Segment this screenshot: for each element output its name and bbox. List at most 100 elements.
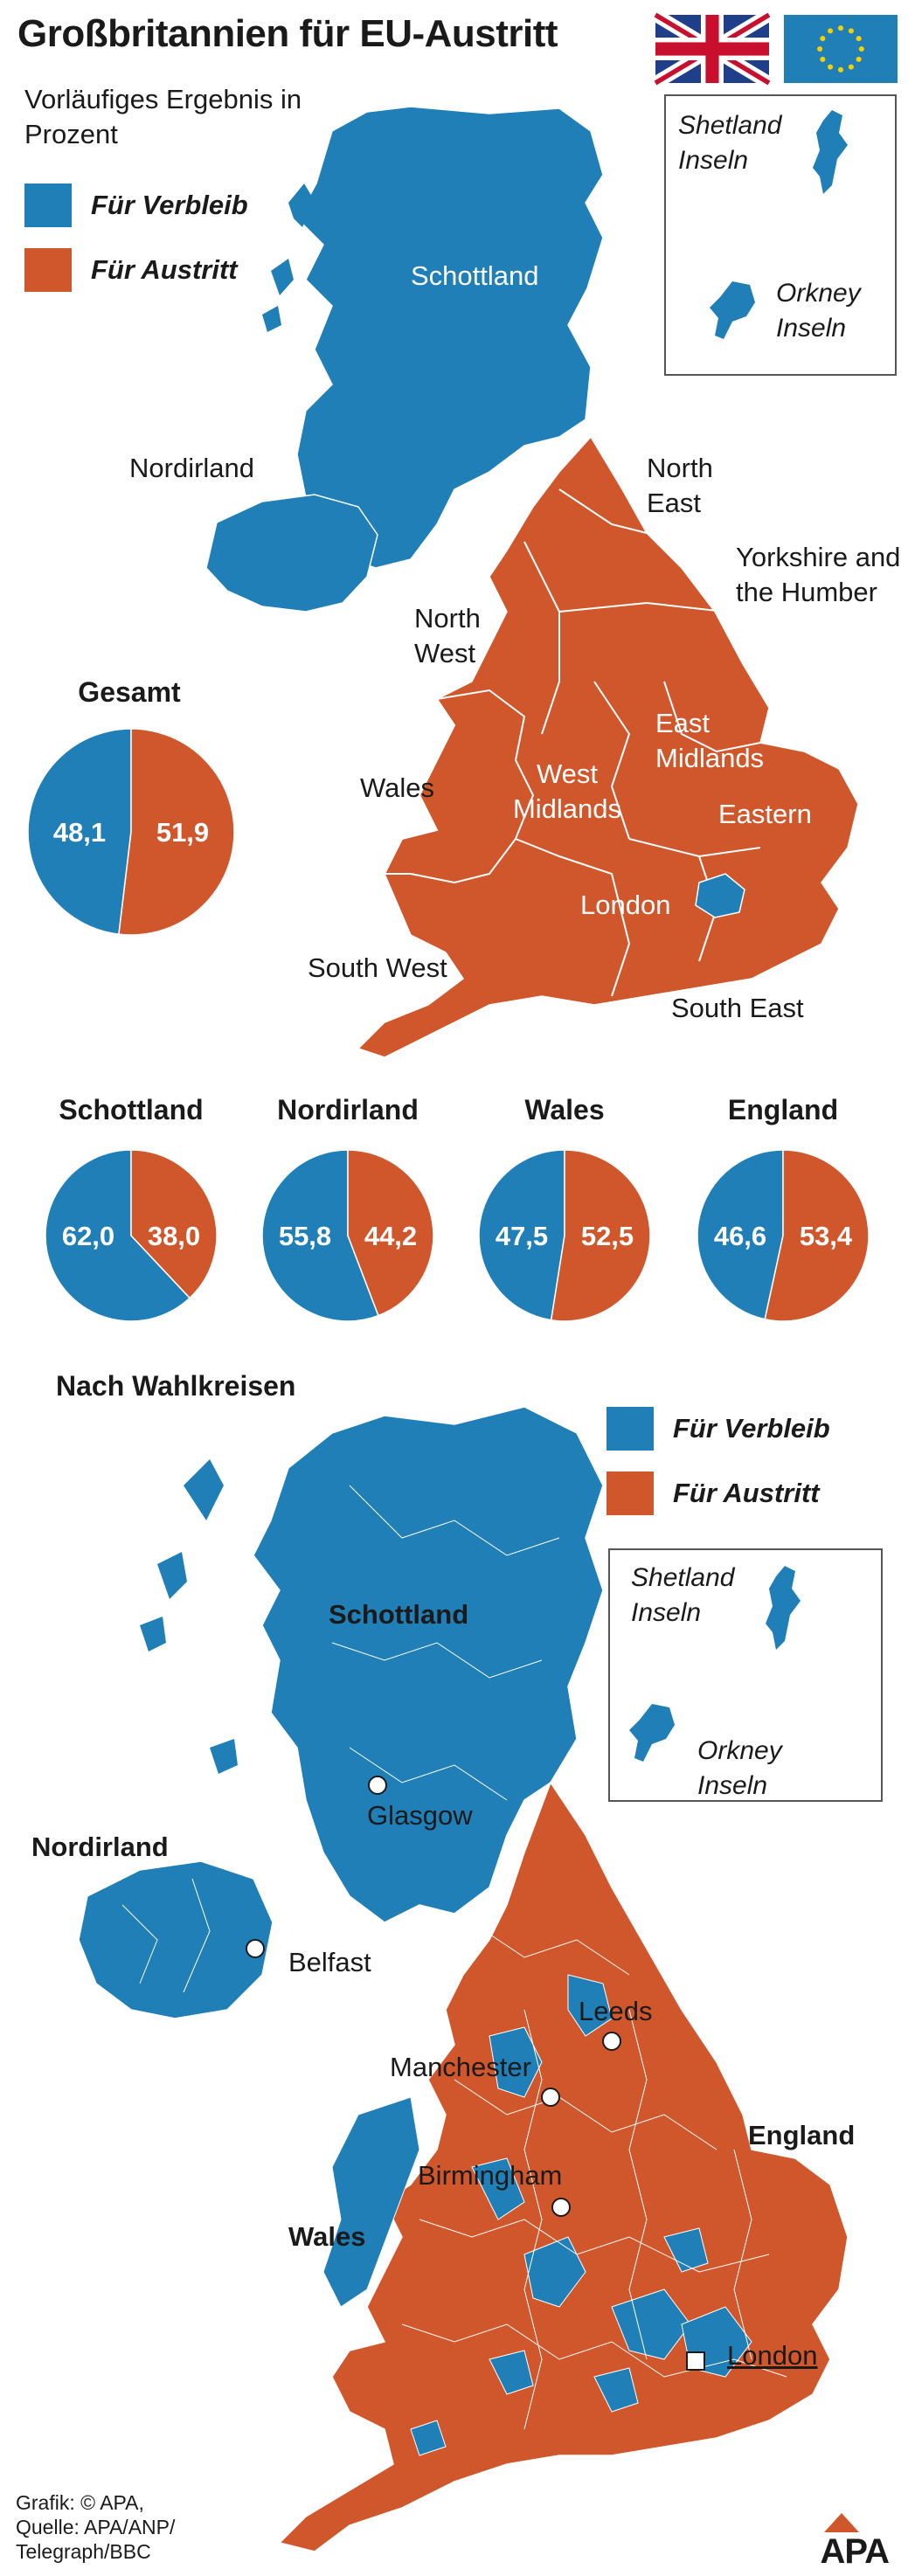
- bottom-inset-orkney-label: Orkney Inseln: [697, 1736, 782, 1800]
- source-credits: Grafik: © APA, Quelle: APA/ANP/ Telegrap…: [16, 2490, 175, 2564]
- pie-wales-leave-slice: [550, 1149, 651, 1322]
- pie-wales-title: Wales: [524, 1094, 605, 1125]
- legend-remain: Für Verbleib: [24, 184, 248, 227]
- label-scotland: Schottland: [411, 260, 539, 291]
- wales-region: [383, 689, 535, 884]
- glasgow-marker: [368, 1776, 387, 1795]
- pie-total-leave-slice: [118, 728, 235, 936]
- bottom-shetland-shape: [766, 1566, 801, 1650]
- label-south-west: South West: [308, 952, 447, 983]
- legend-leave-label: Für Austritt: [91, 254, 238, 285]
- remain-constituencies: [322, 1974, 752, 2456]
- eu-star-icon: [828, 64, 834, 70]
- pie-scotland-remain-slice: [45, 1149, 191, 1322]
- city-label-london: London: [727, 2340, 818, 2371]
- pie-northern-ireland-leave-label: 44,2: [364, 1221, 417, 1251]
- label-yorkshire: Yorkshire and the Humber: [736, 542, 901, 607]
- uk-flag-icon: [652, 9, 773, 89]
- pie-total: 48,1 51,9: [27, 728, 235, 936]
- pie-england-remain-label: 46,6: [714, 1221, 766, 1251]
- pie-northern-ireland-remain-slice: [261, 1149, 379, 1322]
- birmingham-marker: [551, 2198, 571, 2217]
- label-eastern: Eastern: [718, 799, 812, 829]
- orkney-islands-shape: [710, 281, 755, 339]
- label-wales: Wales: [360, 772, 434, 803]
- top-map: [205, 106, 859, 1058]
- city-label-manchester: Manchester: [390, 2052, 531, 2082]
- bottom-orkney-shape: [629, 1704, 675, 1762]
- subtitle: Vorläufiges Ergebnis in Prozent: [24, 84, 302, 149]
- label-north-east: North East: [647, 453, 713, 518]
- manchester-marker: [541, 2088, 560, 2107]
- pie-total-leave-label: 51,9: [156, 817, 209, 848]
- pie-total-title: Gesamt: [78, 676, 181, 708]
- label-north-west: North West: [414, 603, 481, 668]
- pie-northern-ireland-remain-label: 55,8: [279, 1221, 331, 1251]
- apa-logo: APA: [820, 2513, 890, 2572]
- bottom-scotland: [253, 1406, 604, 1923]
- bottom-label-northern-ireland: Nordirland: [31, 1832, 169, 1862]
- legend-leave-swatch: [24, 248, 72, 292]
- london-marker: [686, 2351, 705, 2371]
- constituency-borders: [121, 1485, 787, 2430]
- eu-star-icon: [837, 66, 844, 73]
- legend-remain-swatch: [24, 184, 72, 227]
- bottom-label-wales: Wales: [288, 2221, 366, 2252]
- pie-wales-leave-label: 52,5: [581, 1221, 634, 1251]
- legend2-remain: Für Verbleib: [606, 1407, 830, 1451]
- eu-star-icon: [856, 56, 862, 62]
- pie-scotland: 62,0 38,0: [45, 1149, 218, 1322]
- city-label-birmingham: Birmingham: [418, 2160, 563, 2191]
- bottom-inset-shetland-label: Shetland Inseln: [631, 1563, 735, 1627]
- shetland-islands-shape: [813, 110, 848, 194]
- label-east-midlands: East Midlands: [655, 708, 765, 773]
- eu-star-icon: [848, 64, 854, 70]
- legend2-remain-swatch: [606, 1407, 654, 1451]
- section-title-constituencies: Nach Wahlkreisen: [56, 1370, 296, 1402]
- legend2-leave-swatch: [606, 1472, 654, 1515]
- eu-star-icon: [856, 36, 862, 42]
- label-london: London: [580, 890, 671, 920]
- top-inset-box: [664, 94, 897, 376]
- credit-line-3: Telegraph/BBC: [16, 2540, 151, 2563]
- northern-ireland-region: [205, 494, 378, 613]
- legend2-remain-label: Für Verbleib: [673, 1413, 830, 1444]
- pie-scotland-leave-slice: [130, 1149, 218, 1299]
- eu-star-icon: [828, 28, 834, 34]
- belfast-marker: [246, 1939, 265, 1958]
- credit-line-2: Quelle: APA/ANP/: [16, 2516, 176, 2538]
- pie-wales-remain-label: 47,5: [496, 1221, 548, 1251]
- pie-england-remain-slice: [697, 1149, 784, 1320]
- label-west-midlands: West Midlands: [512, 758, 622, 824]
- scotland-region: [296, 106, 604, 569]
- legend-leave: Für Austritt: [24, 248, 238, 292]
- credit-line-1: Grafik: © APA,: [16, 2491, 144, 2514]
- eu-star-icon: [817, 45, 823, 52]
- pie-scotland-leave-label: 38,0: [148, 1221, 200, 1251]
- eu-star-icon: [820, 56, 826, 62]
- city-label-glasgow: Glasgow: [367, 1800, 473, 1831]
- bottom-label-scotland: Schottland: [329, 1599, 469, 1630]
- top-inset-shetland-label: Shetland Inseln: [678, 111, 782, 175]
- city-label-belfast: Belfast: [288, 1947, 371, 1977]
- apa-logo-text: APA: [820, 2532, 890, 2571]
- eu-star-icon: [858, 45, 864, 52]
- pie-england-leave-label: 53,4: [800, 1221, 853, 1251]
- pie-wales-remain-slice: [478, 1149, 565, 1321]
- bottom-inset-box: [608, 1548, 883, 1802]
- eu-star-icon: [848, 28, 854, 34]
- eu-star-icon: [837, 25, 844, 31]
- pie-total-remain-slice: [27, 728, 132, 935]
- pie-england: 46,6 53,4: [697, 1149, 870, 1322]
- pie-england-title: England: [727, 1094, 839, 1125]
- label-northern-ireland: Nordirland: [129, 453, 255, 483]
- city-label-leeds: Leeds: [579, 1996, 653, 2026]
- region-borders: [515, 488, 761, 997]
- legend2-leave: Für Austritt: [606, 1472, 820, 1515]
- top-inset-orkney-label: Orkney Inseln: [776, 279, 861, 343]
- london-region: [695, 873, 745, 918]
- pie-scotland-remain-label: 62,0: [62, 1221, 114, 1251]
- label-south-east: South East: [671, 993, 804, 1023]
- eu-star-icon: [820, 36, 826, 42]
